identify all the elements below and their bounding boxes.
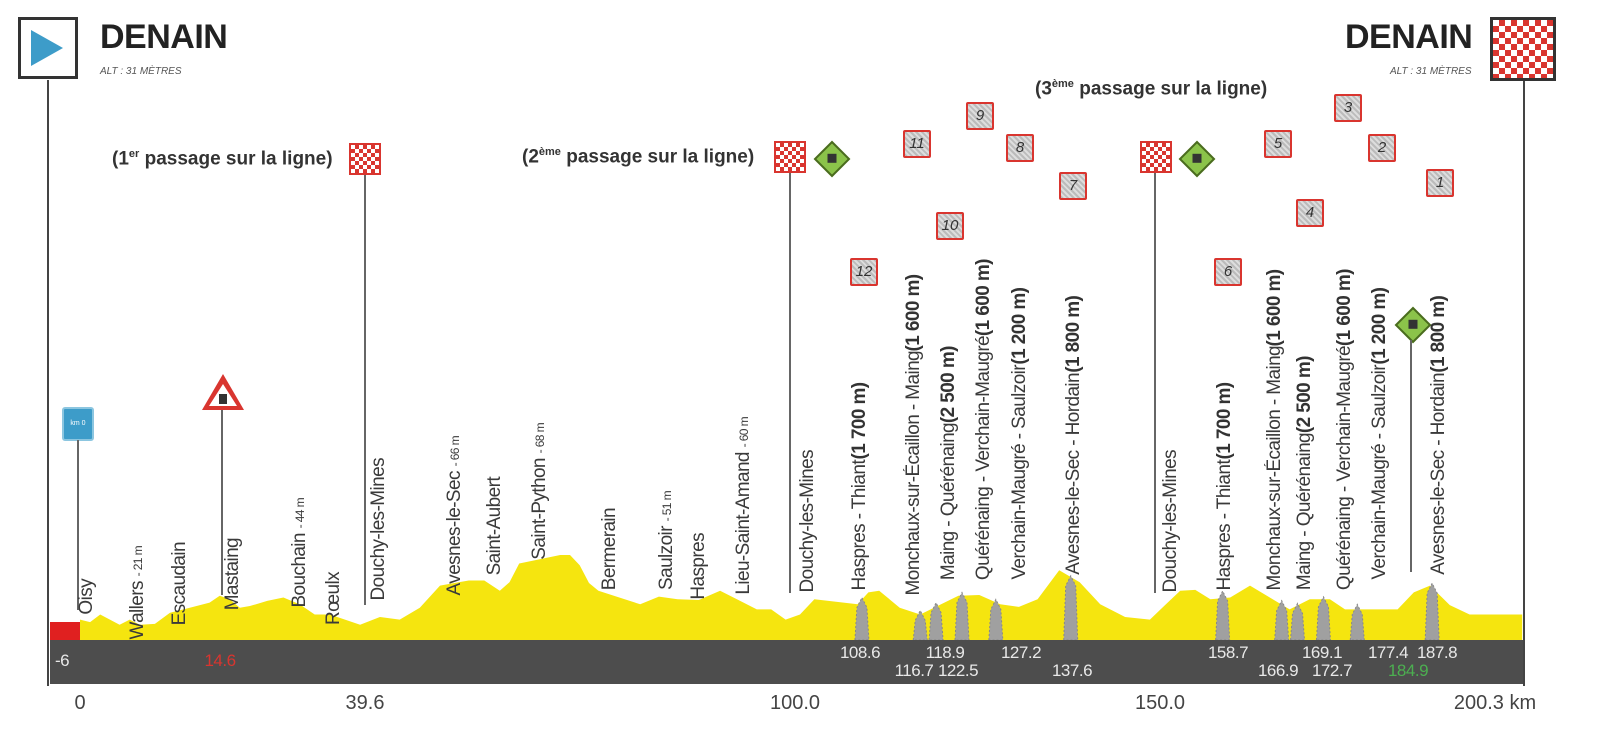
- axis-tick: 150.0: [1134, 692, 1186, 714]
- cobble-km: 122.5: [937, 661, 979, 680]
- town-label: Avesnes-le-Sec - 66 m: [444, 435, 465, 595]
- checkered-flag-icon: [1140, 141, 1172, 173]
- town-label: Douchy-les-Mines: [1160, 449, 1181, 592]
- town-label: Rœulx: [323, 572, 344, 625]
- finish-alt: ALT : 31 MÈTRES: [1390, 66, 1472, 77]
- level-crossing-warning-icon: [202, 374, 244, 410]
- sector-badge: 4: [1296, 199, 1324, 227]
- start-alt: ALT : 31 MÈTRES: [100, 66, 182, 77]
- cobble-sector-mark: [1215, 589, 1231, 641]
- cobble-km: 108.6: [839, 643, 881, 662]
- sector-label: Avesnes-le-Sec - Hordain(1 800 m): [1063, 296, 1084, 575]
- town-label: Wallers - 21 m: [127, 546, 148, 640]
- pole: [789, 173, 791, 593]
- sector-badge: 7: [1059, 172, 1087, 200]
- cobble-km: 116.7: [894, 661, 934, 680]
- sector-badge: 6: [1214, 258, 1242, 286]
- town-label: Oisy: [76, 579, 97, 615]
- elevation-profile: [80, 555, 1523, 640]
- pole: [221, 410, 223, 595]
- town-label: Douchy-les-Mines: [797, 449, 818, 592]
- cobble-km: 172.7: [1311, 661, 1353, 680]
- axis-tick: 200.3 km: [1453, 692, 1537, 714]
- axis-tick: 100.0: [769, 692, 821, 714]
- passage-2: (2ème passage sur la ligne): [522, 146, 755, 168]
- sector-label: Quérénaing - Verchain-Maugré(1 600 m): [1334, 268, 1355, 590]
- town-label: Saint-Python - 68 m: [529, 423, 550, 560]
- cobble-km: 118.9: [925, 643, 965, 662]
- cobble-km: 158.7: [1207, 643, 1249, 662]
- cobble-km: 187.8: [1416, 643, 1458, 662]
- sprint-km: 184.9: [1387, 661, 1429, 680]
- passage-1: (1er passage sur la ligne): [112, 148, 333, 170]
- sector-badge: 11: [903, 130, 931, 158]
- neutral-zone: [50, 622, 80, 640]
- profile-area: [50, 555, 1523, 641]
- sector-badge: 12: [850, 258, 878, 286]
- town-label: Saint-Aubert: [484, 476, 505, 575]
- cobble-km: 137.6: [1051, 661, 1093, 680]
- sector-badge: 3: [1334, 94, 1362, 122]
- sector-label: Maing - Quérénaing(2 500 m): [1294, 355, 1315, 590]
- sector-label: Monchaux-sur-Écaillon - Maing(1 600 m): [903, 273, 924, 595]
- cobble-km: 177.4: [1367, 643, 1409, 662]
- passage-3: (3ème passage sur la ligne): [1035, 78, 1268, 100]
- cobble-sector-mark: [1315, 595, 1331, 641]
- town-label: Mastaing: [222, 537, 243, 610]
- sector-badge: 10: [936, 212, 964, 240]
- town-label: Saulzoir - 51 m: [656, 491, 677, 590]
- start-icon: [18, 17, 78, 79]
- town-label: Bermerain: [599, 507, 620, 590]
- cobble-sector-mark: [1274, 599, 1290, 641]
- sector-label: Quérénaing - Verchain-Maugré(1 600 m): [973, 258, 994, 580]
- pole: [1410, 340, 1412, 572]
- town-label: Bouchain - 44 m: [289, 498, 310, 608]
- cobble-sector-mark: [928, 601, 944, 641]
- neutral-km: -6: [54, 651, 70, 670]
- sector-badge: 1: [1426, 169, 1454, 197]
- sector-label: Avesnes-le-Sec - Hordain(1 800 m): [1428, 296, 1449, 575]
- cobble-sector-mark: [1349, 603, 1365, 641]
- checkered-flag-icon: [349, 143, 381, 175]
- cobble-sector-mark: [912, 609, 928, 641]
- sector-label: Verchain-Maugré - Saulzoir(1 200 m): [1369, 288, 1390, 580]
- town-label: Escaudain: [169, 541, 190, 625]
- cobble-sector-mark: [954, 591, 970, 641]
- cobble-sector-mark: [1289, 602, 1306, 641]
- km-bar: [50, 640, 1525, 684]
- sector-badge: 9: [966, 102, 994, 130]
- sector-label: Haspres - Thiant(1 700 m): [1214, 382, 1235, 590]
- level-crossing-km: 14.6: [204, 651, 236, 670]
- pole: [77, 440, 79, 610]
- town-label: Lieu-Saint-Amand - 60 m: [733, 417, 754, 595]
- axis-tick: 39.6: [345, 692, 385, 714]
- pole: [364, 175, 366, 605]
- sector-label: Maing - Quérénaing(2 500 m): [938, 345, 959, 580]
- km0-sign: km 0: [62, 407, 94, 441]
- cobble-km: 169.1: [1301, 643, 1343, 662]
- sector-badge: 8: [1006, 134, 1034, 162]
- start-city: DENAIN: [100, 18, 228, 56]
- sector-label: Monchaux-sur-Écaillon - Maing(1 600 m): [1264, 268, 1285, 590]
- checkered-flag-icon: [774, 141, 806, 173]
- town-label: Haspres: [688, 533, 709, 600]
- sector-badge: 2: [1368, 134, 1396, 162]
- axis-tick: 0: [74, 692, 86, 714]
- cobble-km: 166.9: [1257, 661, 1299, 680]
- pole: [1154, 173, 1156, 593]
- cobble-sector-mark: [1424, 582, 1440, 641]
- sector-badge: 5: [1264, 130, 1292, 158]
- cobble-km: 127.2: [1000, 643, 1042, 662]
- sector-label: Haspres - Thiant(1 700 m): [849, 382, 870, 590]
- finish-city: DENAIN: [1345, 18, 1473, 56]
- sector-label: Verchain-Maugré - Saulzoir(1 200 m): [1009, 288, 1030, 580]
- finish-flag-icon: [1490, 17, 1556, 81]
- town-label: Douchy-les-Mines: [368, 457, 389, 600]
